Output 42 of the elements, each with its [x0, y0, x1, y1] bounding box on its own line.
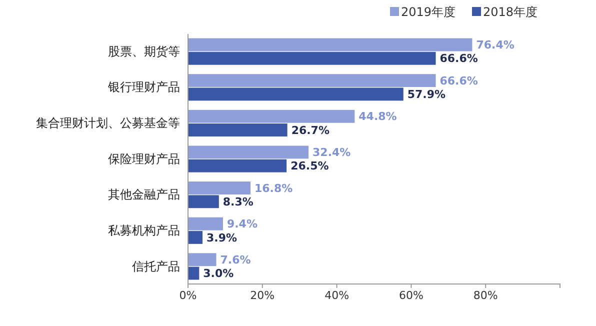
bar — [188, 217, 223, 230]
legend-label: 2019年度 — [401, 5, 456, 20]
bar — [188, 88, 404, 101]
data-label: 3.0% — [203, 267, 234, 280]
x-tick-label: 20% — [250, 288, 275, 302]
bar — [188, 182, 250, 194]
data-label: 26.7% — [291, 124, 330, 137]
y-tick-label: 私募机构产品 — [108, 223, 180, 238]
y-tick-label: 股票、期货等 — [108, 44, 180, 58]
data-label: 57.9% — [407, 88, 446, 102]
data-label: 32.4% — [312, 146, 351, 160]
data-label: 66.6% — [440, 74, 478, 88]
x-tick-label: 60% — [398, 288, 424, 302]
x-tick-label: 0% — [179, 288, 197, 302]
bar — [188, 52, 436, 65]
y-tick-label: 银行理财产品 — [107, 80, 180, 94]
data-label: 8.3% — [222, 195, 254, 208]
bar — [188, 74, 436, 88]
y-tick-label: 信托产品 — [132, 259, 180, 274]
bar — [188, 266, 200, 280]
bar — [188, 38, 472, 52]
x-tick-label: 40% — [324, 288, 350, 302]
data-label: 16.8% — [254, 182, 293, 195]
bar — [188, 253, 216, 266]
legend-label: 2018年度 — [483, 5, 538, 20]
data-label: 7.6% — [220, 253, 251, 266]
data-label: 76.4% — [476, 38, 514, 52]
y-tick-label: 保险理财产品 — [108, 152, 180, 166]
y-tick-label: 其他金融产品 — [108, 188, 180, 202]
data-label: 9.4% — [226, 218, 258, 231]
bar — [188, 159, 287, 172]
y-tick-label: 集合理财计划、公募基金等 — [36, 116, 180, 130]
bar — [188, 230, 203, 244]
data-label: 3.9% — [206, 231, 238, 244]
data-label: 26.5% — [290, 160, 329, 173]
bar — [188, 124, 288, 136]
data-label: 44.8% — [358, 110, 397, 124]
x-tick-label: 80% — [473, 288, 498, 302]
bar — [188, 110, 355, 123]
bar — [188, 146, 309, 159]
bar — [188, 195, 219, 208]
data-label: 66.6% — [440, 52, 478, 66]
